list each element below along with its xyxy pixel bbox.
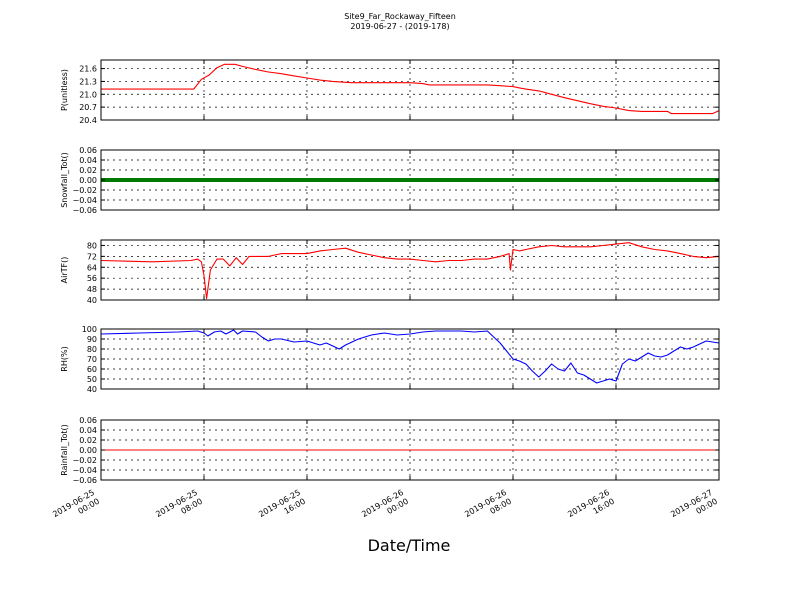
panel-frame [100,419,720,481]
series-line [101,63,720,115]
x-tick-label: 2019-06-2508:00 [154,488,204,528]
x-tick-label: 2019-06-2516:00 [257,488,307,528]
y-tick-label: −0.06 [72,476,97,485]
y-tick-label: 21.0 [79,90,97,99]
chart-subtitle: 2019-06-27 - (2019-178) [350,22,449,31]
y-tick-label: −0.06 [72,206,97,215]
y-tick-label: 40 [87,385,97,394]
panel-frame [100,328,720,390]
y-tick-label: 72 [87,252,97,261]
y-tick-label: 20.4 [79,116,97,125]
y-axis-label: P(unitless) [60,69,69,111]
y-tick-label: 48 [87,285,97,294]
y-tick-label: 80 [87,241,97,250]
y-tick-label: 20.7 [79,103,97,112]
chart-title: Site9_Far_Rockaway_Fifteen [344,12,456,21]
y-tick-label: 50 [87,375,97,384]
series-line [100,242,720,300]
panel-5: −0.06−0.04−0.020.000.020.040.06 Rainfall_… [60,416,720,485]
panel-1: 20.4 20.7 21.0 21.3 21.6 P(unitless) [60,59,720,125]
y-tick-label: 64 [87,263,97,272]
y-tick-label: 0.00 [79,176,97,185]
series-line [100,329,720,384]
x-axis-label: Date/Time [368,536,451,555]
y-tick-label: 0.06 [79,146,97,155]
x-tick-labels: 2019-06-2500:00 2019-06-2508:00 2019-06-25… [51,488,719,528]
panels-group: 20.420.721.021.321.6P(unitless)−0.06−0.0… [60,59,720,485]
y-tick-label: −0.02 [72,186,97,195]
y-tick-label: 40 [87,296,97,305]
x-tick-label: 2019-06-2500:00 [51,488,101,528]
y-tick-label: −0.04 [72,466,97,475]
y-tick-label: 21.6 [79,65,97,74]
y-tick-label: 56 [87,274,97,283]
y-tick-label: 0.02 [79,166,97,175]
y-tick-label: 0.06 [79,416,97,425]
panel-frame [100,149,720,211]
x-tick-label: 2019-06-2616:00 [566,488,616,528]
y-axis-label: Snowfall_Tot() [60,152,69,208]
y-tick-label: 0.04 [79,156,97,165]
y-tick-label: 100 [82,325,97,334]
panel-2: −0.06−0.04−0.020.000.020.040.06 Snowfall_… [60,146,720,215]
y-tick-label: −0.04 [72,196,97,205]
x-tick-label: 2019-06-2608:00 [463,488,513,528]
x-tick-label: 2019-06-2700:00 [669,488,719,528]
y-tick-label: 0.02 [79,436,97,445]
y-tick-label: −0.02 [72,456,97,465]
y-axis-label: Rainfall_Tot() [60,424,69,476]
panel-3: 40 48 56 64 72 80 AirTF() [60,239,720,305]
x-tick-label: 2019-06-2600:00 [360,488,410,528]
y-tick-label: 60 [87,365,97,374]
y-tick-label: 0.04 [79,426,97,435]
y-axis-label: AirTF() [60,257,69,284]
y-tick-label: 80 [87,345,97,354]
panel-frame [100,239,720,301]
y-tick-label: 70 [87,355,97,364]
y-tick-label: 90 [87,335,97,344]
panel-frame [100,59,720,121]
y-tick-label: 0.00 [79,446,97,455]
y-axis-label: RH(%) [60,346,69,371]
y-tick-label: 21.3 [79,77,97,86]
